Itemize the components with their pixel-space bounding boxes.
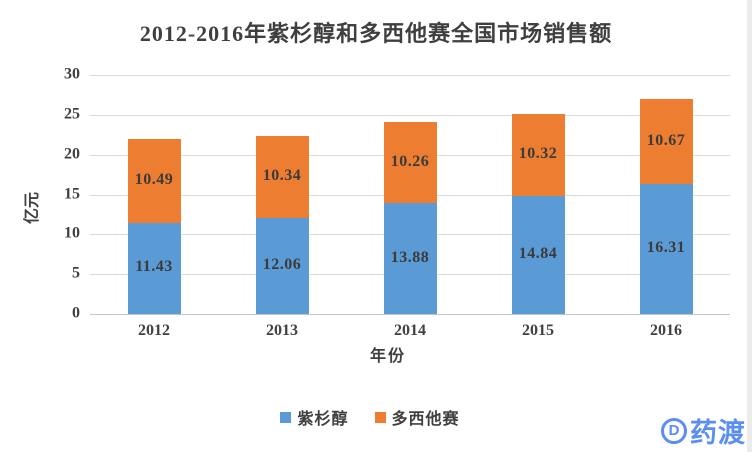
bar-segment-paclitaxel bbox=[127, 222, 181, 314]
bar-segment-paclitaxel bbox=[255, 217, 309, 314]
y-tick-label: 25 bbox=[64, 105, 80, 123]
chart-title: 2012-2016年紫杉醇和多西他赛全国市场销售额 bbox=[139, 21, 613, 46]
bar-value-label: 16.31 bbox=[646, 239, 686, 257]
bar-value-label: 10.67 bbox=[646, 131, 686, 149]
legend: 紫杉醇 多西他赛 bbox=[0, 405, 740, 429]
bar-segment-docetaxel bbox=[127, 139, 181, 223]
bar-segment-docetaxel bbox=[639, 99, 693, 185]
y-tick-label: 20 bbox=[64, 145, 80, 163]
legend-label-paclitaxel: 紫杉醇 bbox=[297, 411, 349, 428]
y-tick-label: 0 bbox=[72, 304, 80, 322]
bar-segment-paclitaxel bbox=[383, 203, 437, 314]
bar-value-label: 11.43 bbox=[135, 258, 173, 276]
x-tick-label: 2012 bbox=[138, 322, 170, 339]
legend-swatch-docetaxel-icon bbox=[374, 411, 386, 423]
y-tick-label: 15 bbox=[64, 184, 80, 202]
plot-area: 0 5 10 15 20 25 30 11.43 10.49 2012 12.06 10.34 2013… bbox=[64, 65, 730, 339]
bar-value-label: 12.06 bbox=[262, 256, 302, 274]
bar-value-label: 14.84 bbox=[518, 244, 558, 262]
x-axis-title: 年份 bbox=[369, 348, 406, 365]
bar-value-label: 10.34 bbox=[262, 166, 302, 184]
bar-segment-paclitaxel bbox=[511, 195, 565, 314]
bar-segment-paclitaxel bbox=[639, 184, 693, 314]
watermark-logo: D 药渡 bbox=[661, 411, 746, 450]
bar-segment-docetaxel bbox=[383, 121, 437, 204]
legend-item-paclitaxel: 紫杉醇 bbox=[280, 405, 348, 429]
bar-value-label: 13.88 bbox=[390, 248, 430, 266]
bar-value-label: 10.32 bbox=[518, 144, 558, 162]
bar-value-label: 10.26 bbox=[390, 152, 430, 170]
x-axis-line bbox=[90, 314, 730, 315]
legend-swatch-paclitaxel-icon bbox=[280, 411, 292, 423]
watermark-text: 药渡 bbox=[690, 418, 746, 448]
gridline bbox=[90, 75, 730, 76]
x-tick-label: 2014 bbox=[394, 322, 426, 339]
bar-segment-docetaxel bbox=[511, 113, 565, 196]
x-tick-label: 2013 bbox=[266, 322, 298, 339]
x-tick-label: 2015 bbox=[522, 322, 554, 339]
bar-segment-docetaxel bbox=[255, 135, 309, 218]
y-tick-label: 30 bbox=[64, 65, 80, 83]
x-tick-label: 2016 bbox=[650, 322, 682, 339]
legend-item-docetaxel: 多西他赛 bbox=[374, 405, 460, 429]
bar-value-label: 10.49 bbox=[134, 171, 174, 189]
y-tick-label: 10 bbox=[64, 224, 80, 242]
y-tick-label: 5 bbox=[72, 264, 80, 282]
legend-label-docetaxel: 多西他赛 bbox=[391, 411, 460, 428]
pharmacodia-d-icon: D bbox=[661, 417, 687, 444]
gridline bbox=[90, 114, 730, 116]
